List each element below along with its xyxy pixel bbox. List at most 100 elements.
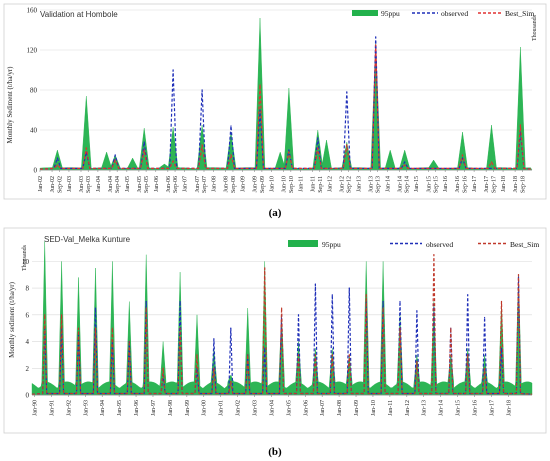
- data-point: [264, 347, 266, 349]
- data-point: [143, 141, 145, 143]
- data-point: [77, 327, 80, 329]
- x-tick-label: Jun-09: [253, 176, 259, 192]
- data-point: [517, 274, 520, 276]
- data-point: [128, 340, 130, 343]
- legend-95ppu-label-b: 95ppu: [322, 240, 341, 249]
- x-tick-label: Jan-17: [489, 400, 495, 416]
- panel-b-series-lines: [31, 254, 533, 395]
- chart-panel-a: 0 40 80 120 160 Jan-02 Jun-02 Sep-02 Jan-03 Jun-0…: [3, 3, 547, 200]
- x-tick-label: Jan-92: [66, 400, 72, 416]
- x-tick-label: Jan-02: [38, 176, 44, 192]
- x-tick-label: Jun-05: [137, 176, 143, 192]
- x-tick-label: Sep-15: [434, 176, 440, 193]
- legend-95ppu-label-a: 95ppu: [381, 9, 400, 18]
- data-point: [399, 300, 401, 303]
- data-point: [196, 354, 198, 356]
- x-tick-label: Sep-08: [231, 176, 237, 193]
- data-point: [259, 84, 261, 86]
- data-point: [365, 294, 367, 296]
- legend-observed-label-b: observed: [426, 240, 453, 249]
- x-tick-label: Jan-11: [388, 400, 394, 416]
- y-tick-label: 6: [26, 311, 30, 319]
- panel-b-95ppu-band: [31, 241, 533, 396]
- x-tick-label: Jan-10: [270, 176, 276, 192]
- x-tick-label: Jun-14: [397, 176, 403, 192]
- data-point: [179, 300, 181, 303]
- x-tick-label: Jan-06: [303, 400, 309, 416]
- data-point: [375, 44, 377, 46]
- x-tick-label: Jun-06: [166, 176, 172, 192]
- data-point: [259, 109, 261, 111]
- panel-a-ylabel: Monthly Sediment (t/ha/yr): [6, 66, 14, 144]
- data-point: [288, 151, 290, 153]
- data-point: [201, 144, 203, 146]
- data-point: [346, 144, 348, 146]
- x-tick-label: Jun-03: [79, 176, 85, 192]
- x-tick-label: Jun-04: [108, 176, 114, 192]
- data-point: [450, 327, 452, 329]
- x-tick-label: Jan-05: [286, 400, 292, 416]
- data-point: [484, 367, 486, 369]
- data-point: [399, 327, 401, 329]
- y-tick-label: 120: [27, 47, 38, 55]
- x-tick-label: Sep-10: [289, 176, 295, 193]
- x-tick-label: Jan-97: [151, 400, 157, 416]
- caption-a: (a): [269, 207, 282, 219]
- data-point: [433, 254, 435, 256]
- x-tick-label: Jan-12: [327, 176, 333, 192]
- data-point: [382, 307, 384, 309]
- x-tick-label: Jan-11: [298, 176, 304, 192]
- data-point: [500, 347, 503, 349]
- data-point: [317, 147, 319, 149]
- x-tick-label: Jan-00: [202, 400, 208, 416]
- x-tick-label: Jan-14: [439, 400, 445, 416]
- x-tick-label: Jan-18: [506, 400, 512, 416]
- x-tick-label: Sep-18: [520, 176, 526, 193]
- x-tick-label: Jan-15: [414, 176, 420, 192]
- x-tick-label: Jan-17: [472, 176, 478, 192]
- x-tick-label: Jan-03: [253, 400, 259, 416]
- x-tick-label: Jan-96: [134, 400, 140, 416]
- data-point: [467, 354, 469, 356]
- panel-b-title: SED-Val_Melka Kunture: [44, 235, 131, 244]
- data-point: [348, 354, 350, 356]
- data-point: [317, 137, 319, 139]
- x-tick-label: Jun-11: [311, 176, 317, 192]
- y-tick-label: 0: [34, 167, 38, 175]
- panel-a-yunit: Thousands: [532, 14, 538, 41]
- x-tick-label: Jan-08: [212, 176, 218, 192]
- x-tick-label: Jun-13: [368, 176, 374, 192]
- data-point: [375, 36, 377, 38]
- x-tick-label: Jun-02: [50, 176, 56, 192]
- data-point: [500, 300, 503, 303]
- chart-panel-b: 0 2 4 6 8 10 Jan-90 Jan-91 Jan-92 Jan-93 Jan-94 Jan…: [3, 227, 547, 434]
- data-point: [213, 367, 215, 369]
- data-point: [61, 314, 63, 316]
- data-point: [314, 283, 316, 285]
- data-point: [230, 381, 232, 383]
- data-point: [94, 327, 97, 329]
- data-point: [490, 161, 493, 163]
- x-tick-label: Jun-16: [455, 176, 461, 192]
- panel-a-legend: 95ppu observed Best_Sim: [352, 9, 534, 18]
- x-tick-label: Sep-16: [462, 176, 468, 193]
- x-tick-label: Jan-05: [125, 176, 131, 192]
- data-point: [331, 294, 333, 296]
- series-line-best-sim: [31, 254, 533, 395]
- legend-bestsim-label-a: Best_Sim: [505, 9, 534, 18]
- data-point: [348, 287, 350, 289]
- data-point: [331, 354, 333, 356]
- x-tick-label: Jun-18: [513, 176, 519, 192]
- data-point: [56, 157, 59, 159]
- legend-95ppu-swatch-a: [352, 10, 378, 16]
- panel-a-frame: [3, 3, 547, 200]
- x-tick-label: Jan-90: [33, 400, 39, 416]
- x-tick-label: Jan-01: [219, 400, 225, 416]
- data-point: [382, 300, 384, 303]
- y-tick-label: 80: [30, 87, 38, 95]
- data-point: [404, 161, 406, 163]
- x-tick-label: Jun-10: [282, 176, 288, 192]
- data-point: [416, 361, 418, 363]
- data-point: [281, 307, 283, 309]
- data-point: [230, 125, 232, 127]
